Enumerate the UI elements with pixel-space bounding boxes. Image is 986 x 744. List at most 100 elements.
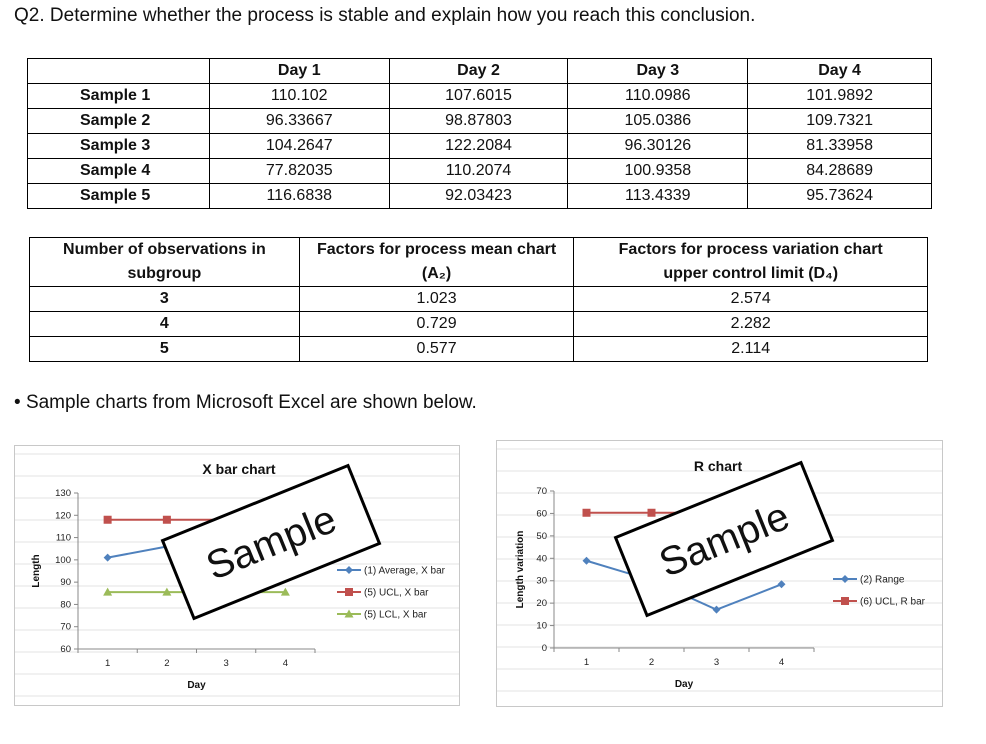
table-row: Sample 5 116.6838 92.03423 113.4339 95.7… <box>27 183 932 209</box>
table-cell: 0.577 <box>298 336 575 362</box>
table-header-row: Day 1 Day 2 Day 3 Day 4 <box>27 58 932 84</box>
header-day-1: Day 1 <box>208 58 390 84</box>
y-tick-label: 30 <box>536 576 547 587</box>
stamp-border <box>160 463 382 621</box>
table-cell: 110.102 <box>208 83 390 109</box>
legend-label: (5) UCL, X bar <box>364 588 429 599</box>
header-variation-factor: Factors for process variation chart upper… <box>573 237 928 287</box>
y-tick-label: 50 <box>536 531 547 542</box>
data-point <box>162 515 171 524</box>
y-tick-label: 90 <box>60 577 71 588</box>
table-cell: 96.33667 <box>208 108 390 134</box>
data-point <box>647 508 656 517</box>
row-label: Sample 4 <box>27 158 210 184</box>
y-tick-label: 60 <box>536 508 547 519</box>
table-cell: 81.33958 <box>747 133 932 159</box>
table-cell: 110.2074 <box>388 158 569 184</box>
xbar-chart-panel: X bar chart 60 70 80 90 100 110 120 130 1 2 3 4 Day Le… <box>14 445 460 706</box>
bullet-note: • Sample charts from Microsoft Excel are… <box>14 392 477 414</box>
legend-label: (6) UCL, R bar <box>860 597 926 608</box>
y-tick-label: 130 <box>55 488 71 499</box>
table-cell: 96.30126 <box>567 133 749 159</box>
table-cell: 100.9358 <box>567 158 749 184</box>
row-label: Sample 3 <box>27 133 210 159</box>
table-cell: 95.73624 <box>747 183 932 209</box>
x-axis-label: Day <box>187 680 206 691</box>
y-tick-label: 120 <box>55 510 71 521</box>
bullet-text: Sample charts from Microsoft Excel are s… <box>25 392 477 413</box>
question-title: Q2. Determine whether the process is sta… <box>14 5 756 26</box>
x-tick-label: 4 <box>283 658 288 669</box>
table-cell: 109.7321 <box>747 108 932 134</box>
table-cell: 2.574 <box>573 286 928 312</box>
table-cell: 77.82035 <box>208 158 390 184</box>
row-label: Sample 5 <box>27 183 210 209</box>
header-cell-empty <box>27 58 210 84</box>
x-tick-label: 2 <box>649 657 654 668</box>
data-point <box>280 587 290 596</box>
header-day-2: Day 2 <box>388 58 569 84</box>
header-mean-factor: Factors for process mean chart (A₂) <box>298 237 575 287</box>
table-cell: 104.2647 <box>208 133 390 159</box>
y-tick-label: 60 <box>60 644 71 655</box>
data-point <box>103 553 112 562</box>
y-tick-label: 100 <box>55 555 71 566</box>
y-axis-label: Length <box>31 554 42 587</box>
table-header-row: Number of observations in subgroup Factor… <box>29 237 928 287</box>
bullet-dot-icon: • <box>14 392 21 413</box>
x-tick-label: 1 <box>584 657 589 668</box>
sample-watermark-stamp: Sample <box>613 460 835 618</box>
table-cell: 92.03423 <box>388 183 569 209</box>
r-chart: R chart 0 10 20 30 40 50 60 70 1 2 3 4 Day Length vari… <box>497 448 942 692</box>
table-cell: 84.28689 <box>747 158 932 184</box>
table-cell: 2.282 <box>573 311 928 337</box>
xbar-chart: X bar chart 60 70 80 90 100 110 120 130 1 2 3 4 Day Le… <box>15 453 459 697</box>
data-point <box>344 609 354 618</box>
table-cell: 2.114 <box>573 336 928 362</box>
data-point <box>582 556 591 565</box>
table-cell: 113.4339 <box>567 183 749 209</box>
table-cell: 122.2084 <box>388 133 569 159</box>
data-point <box>162 587 172 596</box>
legend-label: (1) Average, X bar <box>364 566 446 577</box>
header-day-3: Day 3 <box>567 58 749 84</box>
table-cell: 4 <box>29 311 300 337</box>
y-tick-label: 80 <box>60 599 71 610</box>
y-tick-label: 70 <box>536 486 547 497</box>
stamp-border <box>613 460 835 618</box>
data-point <box>841 597 849 605</box>
table-row: Sample 1 110.102 107.6015 110.0986 101.9… <box>27 83 932 109</box>
data-point <box>103 587 113 596</box>
x-tick-label: 2 <box>164 658 169 669</box>
table-cell: 107.6015 <box>388 83 569 109</box>
table-cell: 105.0386 <box>567 108 749 134</box>
table-cell: 3 <box>29 286 300 312</box>
y-tick-label: 20 <box>536 598 547 609</box>
factors-table: Number of observations in subgroup Factor… <box>29 237 928 362</box>
samples-table: Day 1 Day 2 Day 3 Day 4 Sample 1 110.102… <box>27 58 932 209</box>
header-observations: Number of observations in subgroup <box>29 237 300 287</box>
y-tick-label: 10 <box>536 621 547 632</box>
table-cell: 5 <box>29 336 300 362</box>
data-point <box>712 605 721 614</box>
x-tick-label: 3 <box>714 657 719 668</box>
data-point <box>777 580 786 589</box>
data-point <box>345 566 353 574</box>
data-point <box>841 575 849 583</box>
legend-label: (2) Range <box>860 575 905 586</box>
table-cell: 1.023 <box>298 286 575 312</box>
legend-label: (5) LCL, X bar <box>364 610 427 621</box>
table-row: 3 1.023 2.574 <box>29 286 928 312</box>
table-cell: 101.9892 <box>747 83 932 109</box>
data-point <box>345 588 353 596</box>
y-tick-label: 70 <box>60 622 71 633</box>
table-cell: 0.729 <box>298 311 575 337</box>
x-tick-label: 4 <box>779 657 784 668</box>
row-label: Sample 1 <box>27 83 210 109</box>
table-row: Sample 4 77.82035 110.2074 100.9358 84.2… <box>27 158 932 184</box>
table-cell: 98.87803 <box>388 108 569 134</box>
y-tick-label: 40 <box>536 553 547 564</box>
data-point <box>582 508 591 517</box>
y-tick-label: 0 <box>542 643 547 654</box>
table-cell: 110.0986 <box>567 83 749 109</box>
